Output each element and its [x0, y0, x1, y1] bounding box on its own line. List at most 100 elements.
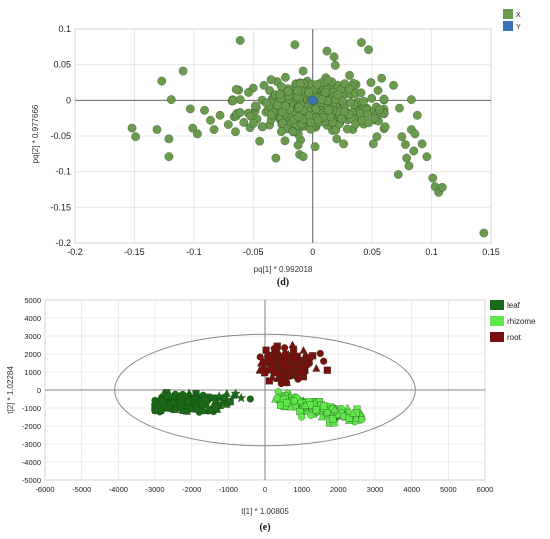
- x-tick-label: -0.05: [243, 247, 264, 257]
- x-tick-label: -6000: [35, 485, 54, 494]
- scatter-point-x: [266, 75, 276, 84]
- scatter-point-x: [178, 66, 188, 76]
- scatter-point-x: [422, 152, 432, 162]
- scatter-point-rhizome: [317, 412, 326, 421]
- scatter-point-root: [285, 363, 293, 371]
- scatter-point-x: [363, 109, 372, 119]
- scatter-point-x: [312, 80, 322, 89]
- x-tick-label: 2000: [330, 485, 347, 494]
- y-tick-label: 5000: [24, 296, 41, 305]
- scatter-point-root: [283, 378, 291, 387]
- scatter-point-x: [409, 146, 419, 156]
- panel-d-legend: X Y: [503, 9, 521, 31]
- scatter-point-x: [404, 161, 414, 171]
- x-tick-label: -0.1: [186, 247, 202, 257]
- panel-e-x-axis-title: t[1] * 1.00805: [241, 507, 289, 516]
- scatter-point-x: [206, 115, 215, 125]
- x-tick-label: -2000: [182, 485, 201, 494]
- scatter-point-root: [285, 370, 294, 379]
- y-tick-label: -0.05: [50, 131, 71, 141]
- scatter-point-x: [366, 78, 376, 87]
- scatter-point-leaf: [164, 392, 172, 400]
- scatter-point-rhizome: [301, 400, 310, 409]
- legend-swatch-root: [490, 332, 504, 342]
- scatter-point-root: [309, 352, 317, 360]
- scatter-point-x: [277, 127, 286, 136]
- scatter-point-x: [294, 103, 304, 112]
- scatter-point-x: [261, 98, 271, 108]
- y-tick-label: 4000: [24, 314, 41, 323]
- scatter-point-root: [281, 344, 289, 352]
- scatter-point-x: [231, 85, 241, 94]
- scatter-point-x: [375, 105, 384, 114]
- scatter-point-leaf: [192, 403, 203, 414]
- scatter-point-leaf: [177, 402, 185, 410]
- panel-e-caption: (e): [259, 522, 270, 533]
- scatter-point-x: [370, 113, 380, 123]
- scatter-point-rhizome: [323, 408, 331, 417]
- scatter-point-rhizome: [349, 408, 357, 417]
- y-tick-label: -0.15: [50, 202, 71, 212]
- scatter-point-rhizome: [286, 402, 295, 411]
- scatter-point-x: [239, 118, 249, 127]
- x-tick-label: 3000: [367, 485, 384, 494]
- scatter-point-leaf: [163, 402, 172, 411]
- scatter-point-x: [317, 95, 327, 104]
- scatter-point-x: [333, 90, 343, 100]
- scatter-point-x: [310, 142, 320, 152]
- scatter-point-x: [298, 66, 308, 76]
- scatter-point-rhizome: [329, 415, 337, 423]
- scatter-point-leaf: [246, 395, 254, 403]
- scatter-point-x: [323, 76, 333, 85]
- x-tick-label: -3000: [145, 485, 164, 494]
- legend-swatch-leaf: [490, 300, 504, 310]
- x-tick-label: 0.05: [363, 247, 381, 257]
- scatter-point-x: [329, 52, 339, 62]
- scatter-point-rhizome: [358, 416, 366, 424]
- scatter-point-x: [380, 122, 390, 132]
- legend-label-x: X: [516, 12, 521, 19]
- scatter-point-x: [235, 95, 245, 104]
- scatter-point-x: [340, 79, 349, 89]
- scatter-point-x: [193, 129, 202, 139]
- scatter-point-rhizome: [273, 394, 281, 402]
- scatter-point-x: [364, 118, 374, 128]
- y-tick-label: -2000: [22, 422, 41, 431]
- y-tick-label: 1000: [24, 368, 41, 377]
- legend-label-root: root: [507, 333, 522, 342]
- scatter-point-root: [276, 357, 284, 365]
- scatter-point-x: [401, 140, 410, 149]
- scatter-point-x: [255, 136, 264, 146]
- scatter-point-root: [265, 377, 273, 385]
- scatter-point-rhizome: [298, 413, 306, 421]
- panel-d-x-ticks: -0.2 -0.15 -0.1 -0.05 0 0.05 0.1 0.15: [67, 247, 500, 257]
- hotelling-ellipse: [114, 333, 416, 447]
- scatter-point-x: [397, 132, 407, 142]
- panel-d-points: [127, 36, 489, 238]
- scatter-point-x: [322, 46, 332, 56]
- scatter-point-x: [290, 40, 300, 50]
- x-tick-label: -5000: [72, 485, 91, 494]
- scatter-point-x: [185, 104, 195, 114]
- scatter-point-x: [332, 134, 342, 144]
- scatter-point-rhizome: [345, 414, 353, 422]
- scatter-point-x: [152, 125, 162, 134]
- scatter-point-leaf: [222, 399, 231, 408]
- scatter-point-root: [266, 354, 275, 362]
- scatter-point-x: [215, 110, 225, 120]
- scatter-point-x: [339, 139, 348, 149]
- scatter-point-root: [312, 363, 321, 372]
- scatter-point-x: [127, 123, 137, 133]
- scatter-point-x: [393, 170, 403, 179]
- x-tick-label: -1000: [219, 485, 238, 494]
- scatter-point-x: [267, 110, 276, 120]
- scatter-point-root: [256, 353, 264, 361]
- scatter-point-x: [342, 124, 352, 134]
- scatter-point-x: [428, 173, 438, 183]
- scatter-point-x: [395, 103, 404, 113]
- scatter-point-root: [320, 357, 328, 365]
- scatter-point-root: [257, 358, 265, 367]
- x-tick-label: -0.15: [124, 247, 145, 257]
- scatter-point-x: [417, 139, 427, 149]
- y-tick-label: 0.05: [53, 60, 71, 70]
